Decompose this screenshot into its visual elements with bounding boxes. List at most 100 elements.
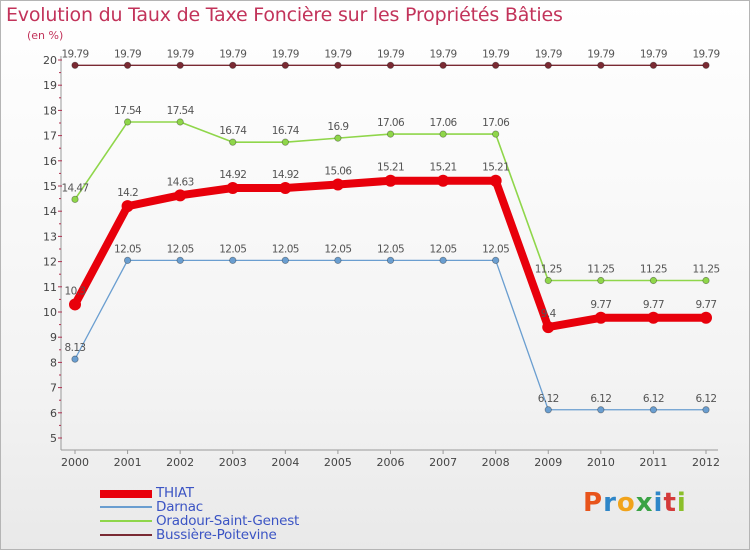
logo-letter: t: [663, 488, 677, 518]
data-point-darnac: [702, 406, 710, 414]
x-tick-label: 2011: [639, 456, 667, 469]
data-label-bussiere-poitevine: 19.79: [535, 48, 562, 60]
data-point-oradour-saint-genest: [123, 118, 132, 126]
data-point-bussiere-poitevine: [702, 61, 710, 69]
data-point-thiat: [700, 311, 712, 324]
data-label-thiat: 15.21: [430, 162, 457, 174]
data-label-oradour-saint-genest: 16.74: [272, 125, 300, 137]
x-tick-label: 2003: [219, 456, 247, 469]
data-label-darnac: 6.12: [590, 393, 611, 405]
y-tick-label: 8: [50, 356, 57, 369]
data-label-thiat: 9.4: [541, 308, 557, 320]
legend-label-bussiere: Bussière-Poitevine: [156, 527, 277, 543]
data-point-thiat: [542, 321, 555, 334]
data-point-thiat: [331, 178, 344, 191]
logo-letter: x: [635, 488, 654, 518]
legend-swatch-oradour: [100, 520, 152, 522]
data-label-oradour-saint-genest: 17.54: [167, 105, 195, 117]
data-label-oradour-saint-genest: 11.25: [640, 264, 667, 276]
x-tick-label: 2004: [271, 456, 299, 469]
data-point-oradour-saint-genest: [597, 276, 605, 285]
data-point-bussiere-poitevine: [334, 61, 342, 69]
data-point-bussiere-poitevine: [281, 61, 289, 69]
x-tick-label: 2012: [692, 456, 720, 469]
logo-letter: r: [603, 488, 617, 518]
data-label-bussiere-poitevine: 19.79: [324, 48, 351, 60]
y-tick-label: 12: [43, 256, 57, 269]
logo-letter: i: [676, 488, 687, 518]
y-tick-label: 15: [43, 180, 57, 193]
legend-swatch-bussiere: [100, 534, 152, 536]
data-label-darnac: 12.05: [219, 243, 246, 255]
data-point-thiat: [489, 174, 502, 187]
x-tick-label: 2008: [482, 456, 510, 469]
legend-swatch-darnac: [100, 506, 152, 508]
proxiti-logo: Proxiti: [583, 488, 687, 518]
legend-item-thiat: THIAT: [100, 485, 400, 501]
data-label-darnac: 8.13: [65, 342, 86, 354]
chart-title: Evolution du Taux de Taxe Foncière sur l…: [6, 4, 563, 26]
data-label-darnac: 6.12: [696, 393, 717, 405]
data-point-bussiere-poitevine: [123, 61, 132, 69]
data-point-bussiere-poitevine: [439, 61, 447, 69]
data-point-bussiere-poitevine: [544, 61, 552, 69]
y-tick-label: 13: [43, 230, 57, 243]
legend-label-darnac: Darnac: [156, 499, 204, 515]
data-point-oradour-saint-genest: [281, 138, 289, 146]
data-point-darnac: [334, 256, 342, 264]
data-label-darnac: 12.05: [324, 243, 351, 255]
data-point-darnac: [123, 256, 132, 264]
data-point-oradour-saint-genest: [334, 134, 342, 142]
data-label-bussiere-poitevine: 19.79: [219, 48, 246, 60]
data-label-thiat: 9.77: [696, 299, 717, 311]
data-point-bussiere-poitevine: [386, 61, 395, 69]
data-point-darnac: [597, 406, 605, 414]
data-label-oradour-saint-genest: 11.25: [587, 264, 614, 276]
data-point-thiat: [121, 200, 134, 213]
data-point-bussiere-poitevine: [492, 61, 500, 69]
data-point-oradour-saint-genest: [176, 118, 184, 126]
data-point-thiat: [437, 174, 450, 187]
data-point-bussiere-poitevine: [71, 61, 79, 69]
data-label-darnac: 12.05: [482, 243, 509, 255]
data-label-bussiere-poitevine: 19.79: [587, 48, 614, 60]
data-label-bussiere-poitevine: 19.79: [114, 48, 141, 60]
data-label-thiat: 10.3: [65, 285, 86, 297]
data-label-darnac: 12.05: [272, 243, 299, 255]
data-label-thiat: 15.21: [482, 162, 509, 174]
x-tick-label: 2010: [587, 456, 615, 469]
y-axis-unit: (en %): [27, 29, 64, 42]
logo-letter: P: [583, 488, 604, 518]
legend-item-bussiere: Bussière-Poitevine: [100, 527, 400, 543]
data-point-darnac: [492, 256, 500, 264]
x-tick-label: 2001: [114, 456, 142, 469]
data-label-bussiere-poitevine: 19.79: [61, 48, 88, 60]
y-tick-label: 6: [50, 407, 57, 420]
data-label-darnac: 12.05: [114, 243, 141, 255]
logo-letter: i: [653, 488, 664, 518]
x-tick-label: 2006: [377, 456, 405, 469]
y-tick-label: 10: [43, 306, 57, 319]
data-point-bussiere-poitevine: [176, 61, 184, 69]
data-point-oradour-saint-genest: [492, 130, 500, 138]
data-point-thiat: [69, 298, 81, 311]
x-tick-label: 2000: [61, 456, 89, 469]
y-tick-label: 16: [43, 155, 57, 168]
data-label-thiat: 15.06: [324, 165, 352, 177]
y-tick-label: 17: [43, 130, 57, 143]
data-point-darnac: [649, 406, 658, 414]
y-tick-label: 19: [43, 79, 57, 92]
data-point-thiat: [226, 182, 239, 195]
data-label-bussiere-poitevine: 19.79: [272, 48, 299, 60]
data-label-bussiere-poitevine: 19.79: [640, 48, 667, 60]
series-line-darnac: [74, 259, 706, 411]
y-tick-label: 5: [50, 432, 57, 445]
data-point-bussiere-poitevine: [597, 61, 605, 69]
data-point-oradour-saint-genest: [229, 138, 237, 146]
data-point-thiat: [647, 311, 660, 324]
data-label-darnac: 12.05: [377, 243, 404, 255]
data-point-oradour-saint-genest: [544, 276, 552, 285]
logo-letter: o: [616, 488, 636, 518]
data-point-darnac: [71, 355, 79, 363]
